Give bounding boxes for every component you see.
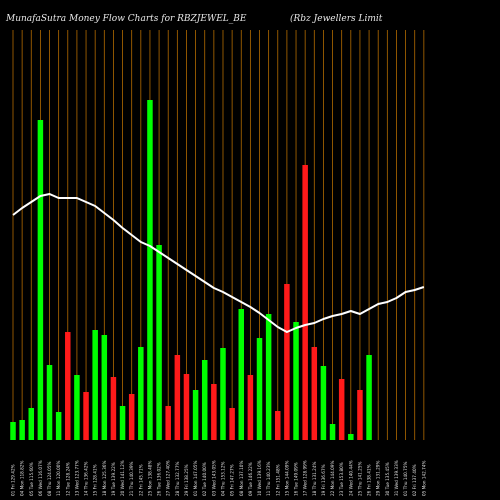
x-tick-label: 11 Thu 140.23% <box>266 461 271 496</box>
bar-3 <box>28 408 35 440</box>
x-tick-label: 29 Fri 138.25% <box>184 464 189 496</box>
chart-title-left: MunafaSutra Money Flow Charts for RBZJEW… <box>5 14 247 24</box>
x-tick-label: 02 Tue 140.00% <box>202 462 207 496</box>
x-tick-label: 03 Wed 143.05% <box>211 460 216 496</box>
x-tick-label: 14 Thu 136.42% <box>84 461 89 496</box>
x-tick-label: 18 Thu 131.24% <box>312 461 317 496</box>
x-tick-label: 27 Wed 127.40% <box>166 460 171 496</box>
bar-28 <box>256 338 263 440</box>
x-tick-label: 01 Thu 140.75% <box>403 461 408 496</box>
bar-33 <box>302 165 308 440</box>
x-tick-label: 08 Thu 124.05% <box>47 461 52 496</box>
x-tick-label: 31 Wed 139.33% <box>394 460 399 496</box>
x-tick-label: 19 Tue 139.22% <box>111 462 116 496</box>
money-flow-line <box>12 193 425 333</box>
x-tick-label: 22 Fri 145.71% <box>138 464 143 496</box>
bar-25 <box>229 408 235 440</box>
x-tick-label: 12 Fri 151.48% <box>275 464 280 496</box>
x-tick-label: 25 Thu 141.25% <box>357 461 362 496</box>
x-tick-label: 20 Wed 141.12% <box>120 460 125 496</box>
x-tick-label: 17 Wed 128.99% <box>303 460 308 496</box>
bar-22 <box>201 360 208 440</box>
x-tick-label: 15 Fri 128.41% <box>93 464 98 496</box>
x-tick-label: 23 Tue 153.80% <box>339 462 344 496</box>
x-tick-label: 18 Mon 125.36% <box>102 461 107 496</box>
bar-14 <box>128 394 135 440</box>
x-tick-label: 25 Mon 138.48% <box>147 461 152 496</box>
bar-12 <box>110 377 117 440</box>
bar-19 <box>174 355 181 440</box>
x-tick-label: 02 Fri 137.40% <box>412 464 417 496</box>
x-tick-label: 10 Wed 139.16% <box>257 460 262 496</box>
x-tick-label: 09 Tue 146.22% <box>248 462 253 496</box>
bar-15 <box>138 347 144 440</box>
bar-17 <box>156 245 162 440</box>
bar-40 <box>366 355 372 440</box>
bar-23 <box>211 384 217 440</box>
chart-line-layer <box>12 193 425 333</box>
chart-bars <box>10 100 372 440</box>
x-tick-label: 04 Mon 118.82% <box>20 461 25 496</box>
bar-24 <box>220 348 226 440</box>
x-tick-label: 04 Thu 153.12% <box>220 461 225 496</box>
x-tick-label: 08 Mon 137.10% <box>239 461 244 496</box>
bar-31 <box>284 284 290 440</box>
x-tick-label: 22 Mon 144.09% <box>330 461 335 496</box>
bar-26 <box>238 309 244 440</box>
x-tick-label: 12 Tue 128.24% <box>65 462 70 496</box>
x-tick-label: 16 Tue 149.09% <box>294 462 299 496</box>
bar-34 <box>311 347 318 440</box>
bar-20 <box>183 374 190 440</box>
bar-9 <box>83 392 89 440</box>
bar-13 <box>119 406 126 440</box>
x-tick-label: 21 Thu 140.39% <box>129 461 134 496</box>
x-tick-label: 06 Wed 116.07% <box>38 460 43 496</box>
x-tick-label: 24 Wed 140.44% <box>348 460 353 496</box>
x-tick-label: 19 Fri 136.67% <box>321 464 326 496</box>
x-tick-label: 13 Wed 123.77% <box>74 460 79 496</box>
bar-11 <box>101 335 108 440</box>
x-tick-label: 28 Thu 132.77% <box>175 461 180 496</box>
x-tick-label: 05 Tue 115.60% <box>29 462 34 496</box>
x-tick-label: 11 Mon 120.00% <box>56 461 61 496</box>
bar-1 <box>10 422 16 440</box>
x-tick-label: 01 Fri 129.42% <box>11 464 16 496</box>
bar-5 <box>46 365 53 440</box>
x-tick-label: 05 Fri 147.27% <box>230 464 235 496</box>
bar-2 <box>19 420 25 440</box>
bar-39 <box>357 390 363 440</box>
chart-tick-labels: 01 Fri 129.42% 04 Mon 118.82% 05 Tue 115.6… <box>11 460 427 496</box>
x-tick-label: 26 Tue 136.02% <box>157 462 162 496</box>
x-tick-label: 26 Fri 138.41% <box>367 464 372 496</box>
bar-35 <box>320 366 327 440</box>
bar-37 <box>338 379 345 440</box>
bar-32 <box>293 322 299 440</box>
bar-4 <box>37 120 44 440</box>
bar-38 <box>348 434 354 440</box>
x-tick-label: 30 Tue 135.45% <box>385 462 390 496</box>
bar-21 <box>192 390 199 440</box>
x-tick-label: 29 Mon 131.29% <box>376 461 381 496</box>
bar-10 <box>92 330 98 440</box>
bar-29 <box>265 314 272 440</box>
bar-27 <box>247 375 254 440</box>
x-tick-label: 05 Mon 142.74% <box>421 461 426 496</box>
bar-30 <box>275 411 281 440</box>
x-tick-label: 01 Mon 147.05% <box>193 461 198 496</box>
bar-7 <box>65 332 71 440</box>
x-tick-label: 15 Mon 144.09% <box>284 461 289 496</box>
bar-6 <box>55 412 62 440</box>
bar-18 <box>165 406 171 440</box>
chart-title-right: (Rbz Jewellers Limit <box>290 13 383 24</box>
bar-16 <box>147 100 153 440</box>
bar-8 <box>74 375 80 440</box>
bar-36 <box>329 424 336 440</box>
